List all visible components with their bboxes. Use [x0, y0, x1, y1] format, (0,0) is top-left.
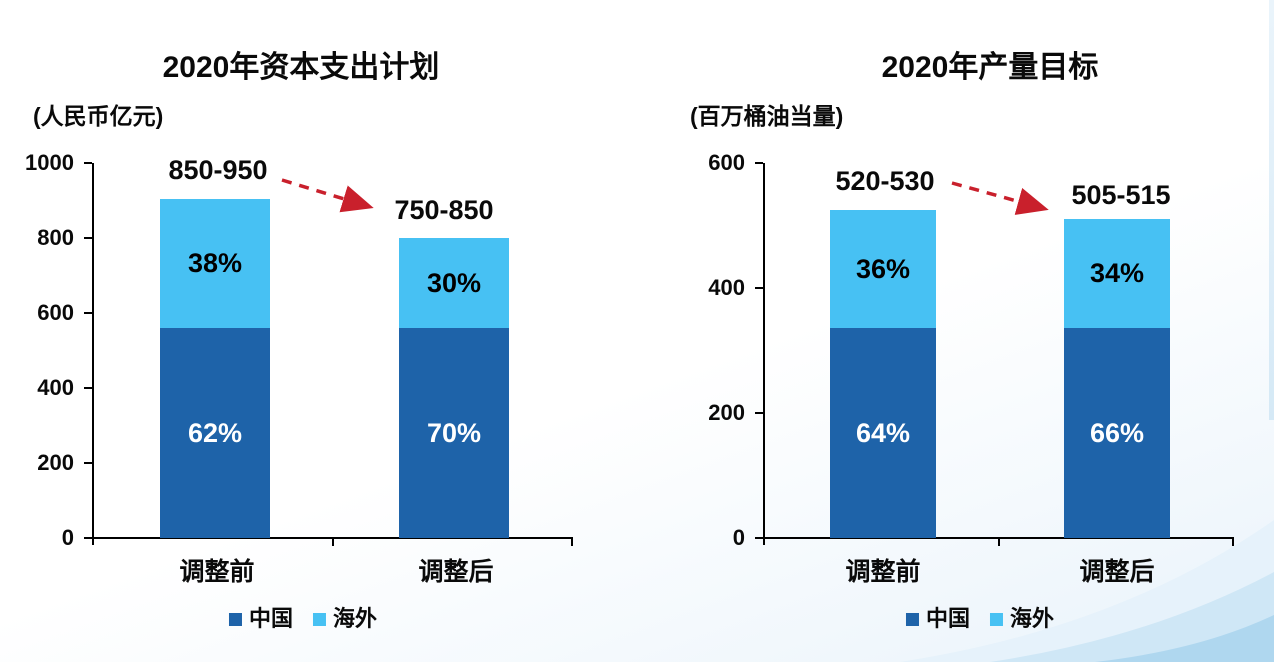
overseas-legend-swatch — [313, 612, 326, 626]
capex-xtick-mark — [332, 539, 334, 546]
china-legend-label: 中国 — [248, 606, 293, 631]
capex-ytick-label: 200 — [37, 450, 74, 475]
production-ytick-label: 400 — [708, 275, 745, 300]
production-xtick-mark — [998, 539, 1000, 546]
production-after-china-pct: 66% — [1089, 417, 1145, 448]
production-after-overseas-pct: 34% — [1089, 258, 1145, 288]
capex-legend-item-overseas: 海外 — [313, 607, 377, 631]
production-ytick-mark — [755, 412, 763, 414]
production-bar-after-china-segment: 66% — [1064, 328, 1170, 538]
capex-x-axis — [92, 537, 573, 539]
capex-xtick-mark — [571, 539, 573, 546]
capex-ytick-label: 1000 — [25, 150, 74, 175]
production-legend-item-china: 中国 — [905, 606, 970, 631]
capex-category-before: 调整前 — [179, 558, 255, 586]
capex-decrease-arrow — [281, 178, 374, 213]
capex-after-range-label: 750-850 — [394, 195, 494, 225]
production-ytick-mark — [755, 537, 763, 539]
right-edge-accent — [1269, 0, 1274, 420]
capex-bar-before-overseas-segment: 38% — [160, 199, 270, 328]
production-y-axis — [763, 163, 765, 545]
capex-ytick-mark — [84, 237, 92, 239]
capex-before-china-pct: 62% — [187, 417, 243, 448]
capex-before-overseas-pct: 38% — [187, 248, 243, 278]
capex-unit-label: (人民币亿元) — [33, 103, 164, 129]
capex-ytick-mark — [84, 462, 92, 464]
production-unit-label: (百万桶油当量) — [690, 103, 844, 129]
capex-y-axis — [92, 163, 94, 545]
production-bar-after-overseas-segment: 34% — [1064, 219, 1170, 328]
production-ytick-label: 200 — [708, 400, 745, 425]
capex-legend-item-china: 中国 — [228, 606, 293, 631]
production-legend-item-overseas: 海外 — [990, 607, 1054, 631]
capex-legend: 中国 海外 — [228, 606, 377, 631]
production-ytick-mark — [755, 287, 763, 289]
capex-ytick-mark — [84, 312, 92, 314]
capex-ytick-label: 800 — [37, 225, 74, 250]
capex-after-china-pct: 70% — [426, 417, 482, 448]
capex-ytick-mark — [84, 162, 92, 164]
capex-ytick-mark — [84, 387, 92, 389]
production-before-china-pct: 64% — [855, 417, 911, 448]
production-ytick-label: 0 — [732, 525, 745, 550]
production-category-after: 调整后 — [1079, 558, 1155, 586]
capex-chart-title: 2020年资本支出计划 — [162, 51, 440, 84]
production-before-range-label: 520-530 — [835, 166, 935, 196]
capex-bar-before-china-segment: 62% — [160, 328, 270, 538]
production-decrease-arrow — [951, 181, 1049, 215]
china-legend-swatch — [905, 612, 919, 626]
overseas-legend-label: 海外 — [333, 606, 378, 631]
production-bar-before-overseas-segment: 36% — [830, 210, 936, 328]
production-before-overseas-pct: 36% — [855, 253, 911, 284]
overseas-legend-swatch — [990, 612, 1003, 626]
capex-category-after: 调整后 — [418, 558, 494, 586]
production-after-range-label: 505-515 — [1071, 180, 1171, 210]
capex-after-overseas-pct: 30% — [426, 267, 482, 298]
overseas-legend-label: 海外 — [1010, 606, 1055, 631]
capex-bar-after-china-segment: 70% — [399, 328, 509, 538]
production-bar-before-china-segment: 64% — [830, 328, 936, 538]
production-xtick-mark — [1232, 539, 1234, 546]
production-category-before: 调整前 — [845, 558, 921, 586]
capex-ytick-label: 600 — [37, 300, 74, 325]
production-x-axis — [763, 537, 1234, 539]
capex-ytick-mark — [84, 537, 92, 539]
production-ytick-mark — [755, 162, 763, 164]
capex-bar-after-overseas-segment: 30% — [399, 238, 509, 328]
capex-before-range-label: 850-950 — [168, 155, 268, 185]
production-ytick-label: 600 — [708, 150, 745, 175]
china-legend-label: 中国 — [925, 606, 970, 631]
production-chart-title: 2020年产量目标 — [881, 51, 1099, 84]
china-legend-swatch — [228, 612, 242, 626]
capex-ytick-label: 400 — [37, 375, 74, 400]
production-legend: 中国 海外 — [905, 606, 1054, 631]
capex-ytick-label: 0 — [61, 525, 74, 550]
